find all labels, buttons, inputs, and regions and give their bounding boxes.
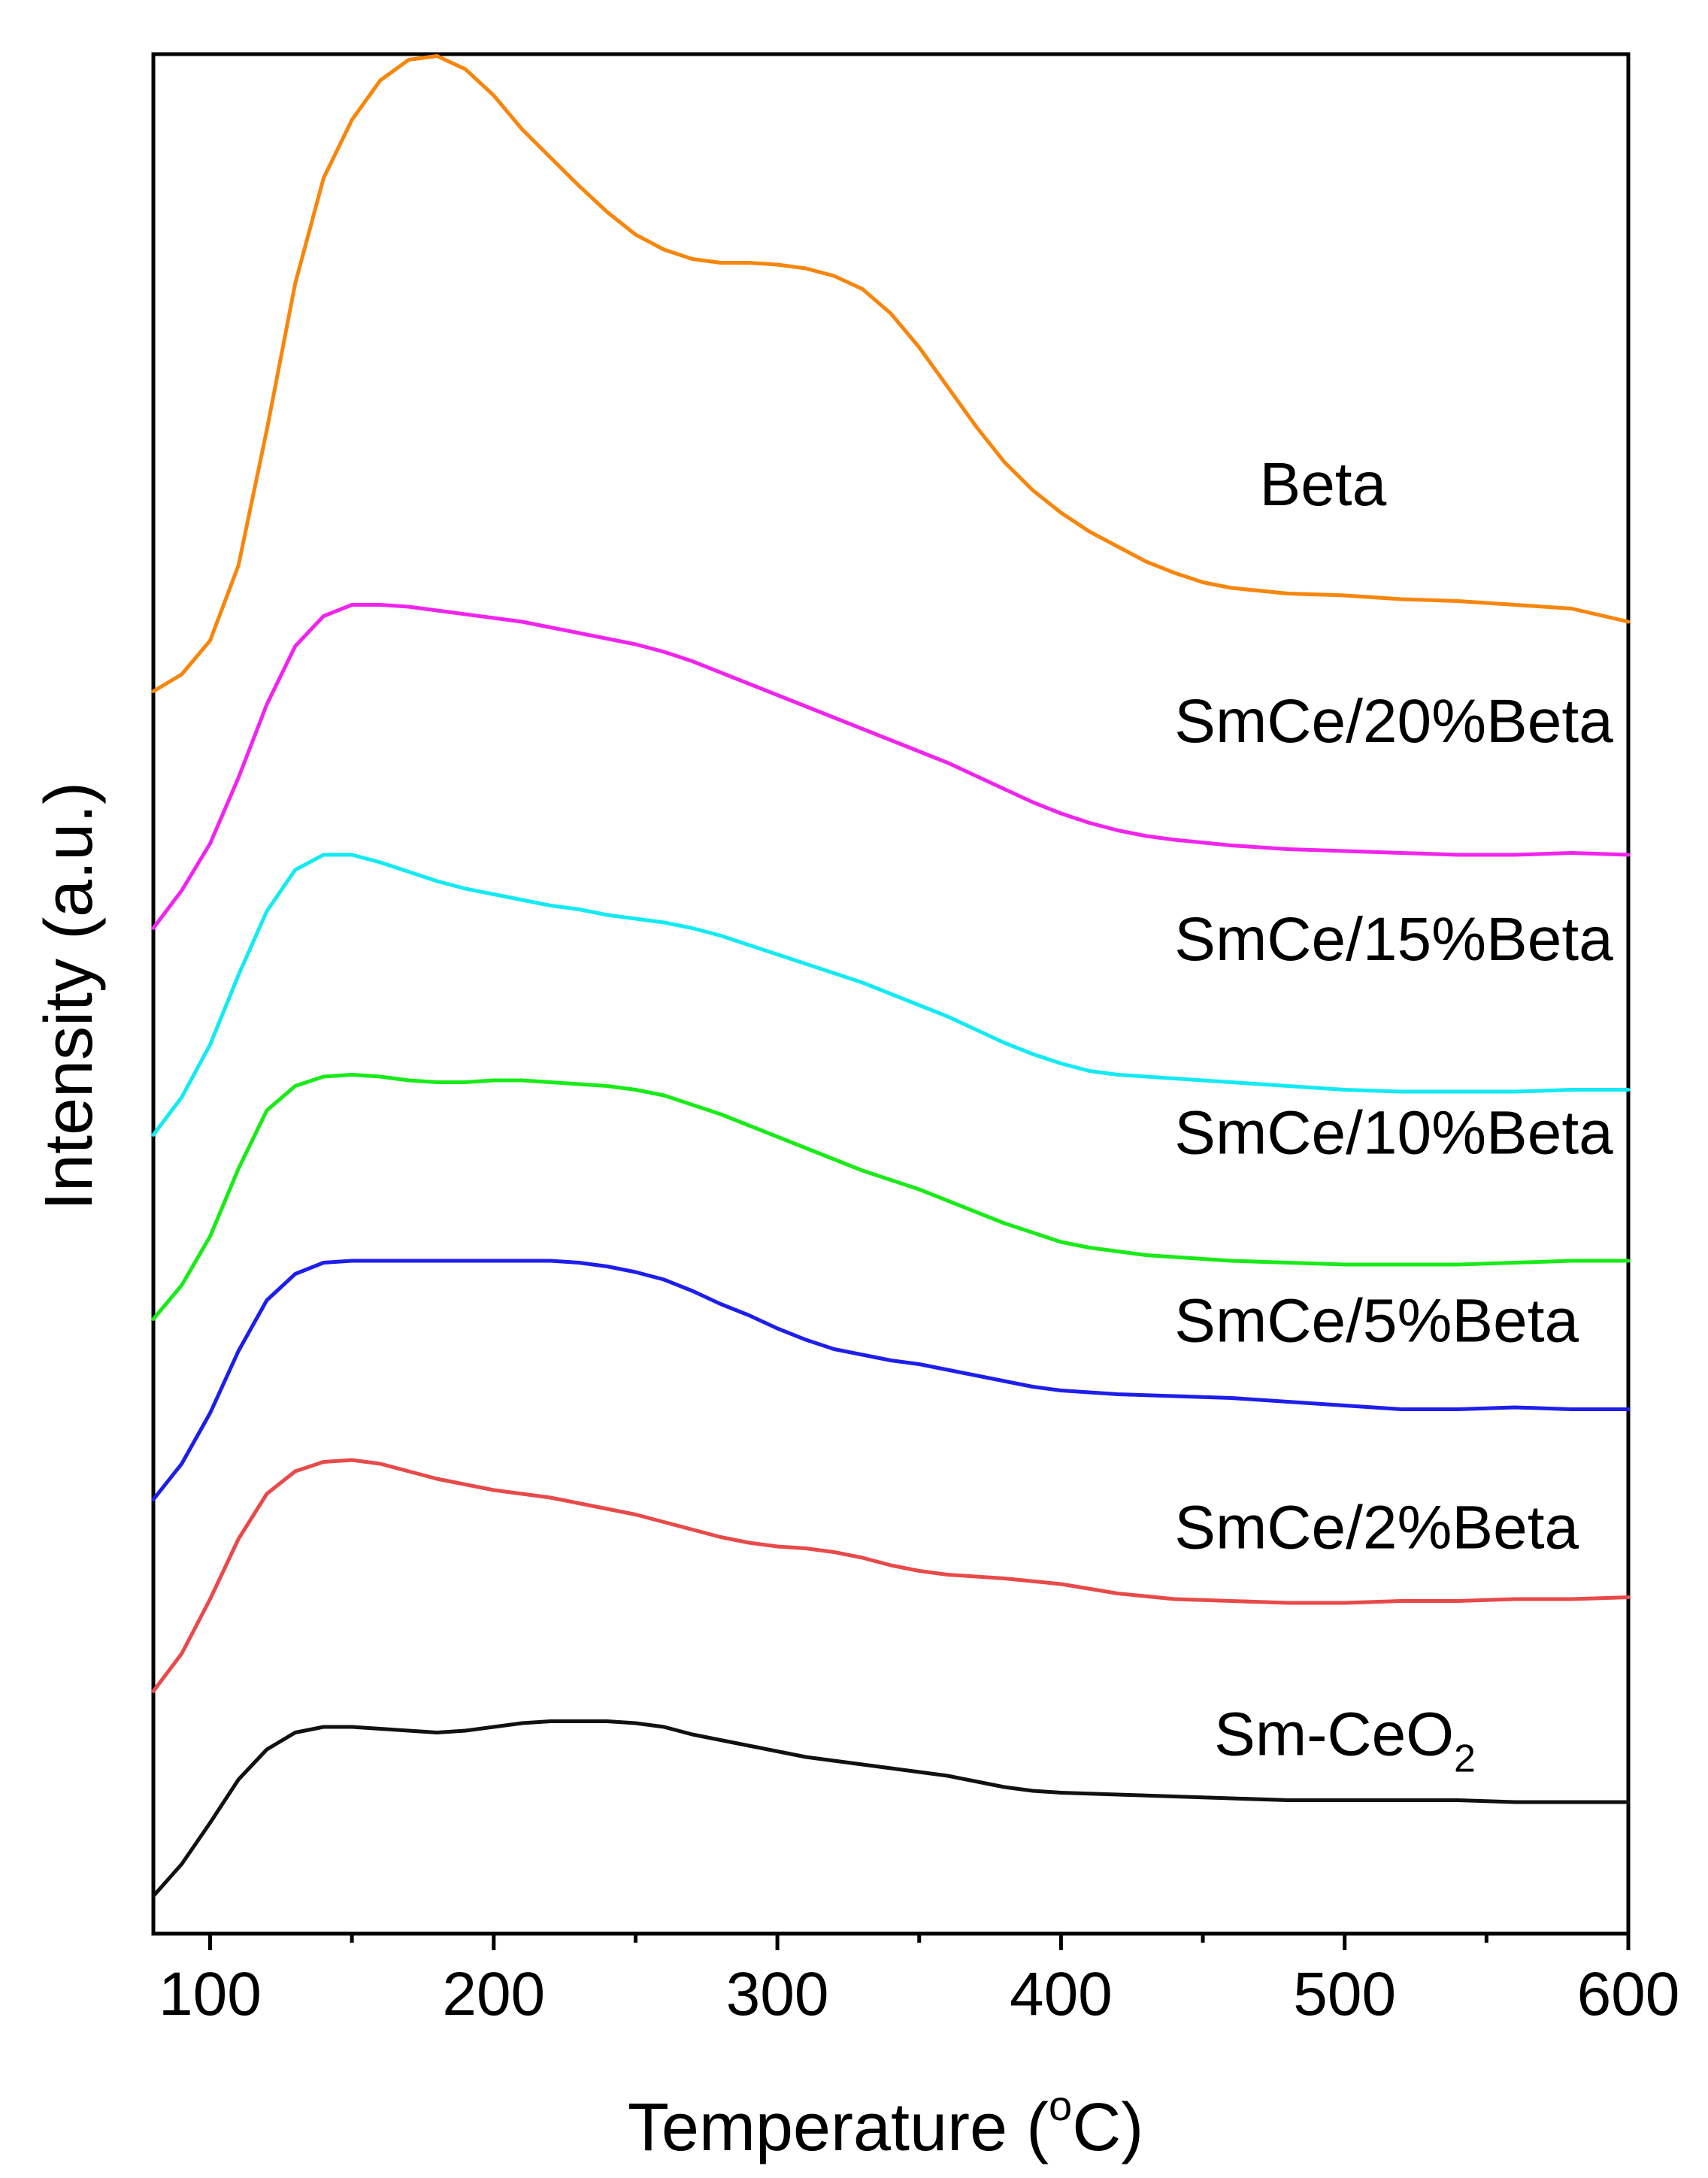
series-line-3 xyxy=(151,1073,1631,1321)
x-axis-title: Temperature (oC) xyxy=(628,2082,1143,2165)
series-labels: Beta SmCe/20%Beta SmCe/15%Beta SmCe/10%Beta… xyxy=(1174,450,1613,1781)
x-tick-label: 300 xyxy=(726,1960,829,2028)
series-lines xyxy=(151,54,1631,1898)
series-label-4: SmCe/5%Beta xyxy=(1174,1287,1579,1356)
x-axis-ticks xyxy=(207,1934,1631,1950)
x-tick-label: 500 xyxy=(1293,1960,1396,2028)
series-line-1 xyxy=(151,603,1631,930)
x-tick-label: 100 xyxy=(159,1960,262,2028)
x-tick-label: 400 xyxy=(1010,1960,1113,2028)
x-tick-label: 200 xyxy=(442,1960,545,2028)
series-label-2: SmCe/15%Beta xyxy=(1174,905,1613,974)
series-label-6: Sm-CeO2 xyxy=(1214,1701,1476,1781)
series-line-4 xyxy=(151,1259,1631,1501)
x-tick-label: 600 xyxy=(1577,1960,1680,2028)
series-label-0: Beta xyxy=(1260,450,1387,519)
y-axis-title: Intensity (a.u.) xyxy=(32,782,107,1210)
series-label-3: SmCe/10%Beta xyxy=(1174,1099,1613,1168)
series-line-6 xyxy=(151,1719,1631,1898)
series-line-5 xyxy=(151,1458,1631,1693)
series-line-2 xyxy=(151,853,1631,1137)
x-axis-tick-labels: 100 200 300 400 500 600 xyxy=(159,1960,1679,2028)
series-line-0 xyxy=(151,54,1631,693)
series-label-5: SmCe/2%Beta xyxy=(1174,1494,1579,1562)
series-label-1: SmCe/20%Beta xyxy=(1174,687,1613,756)
